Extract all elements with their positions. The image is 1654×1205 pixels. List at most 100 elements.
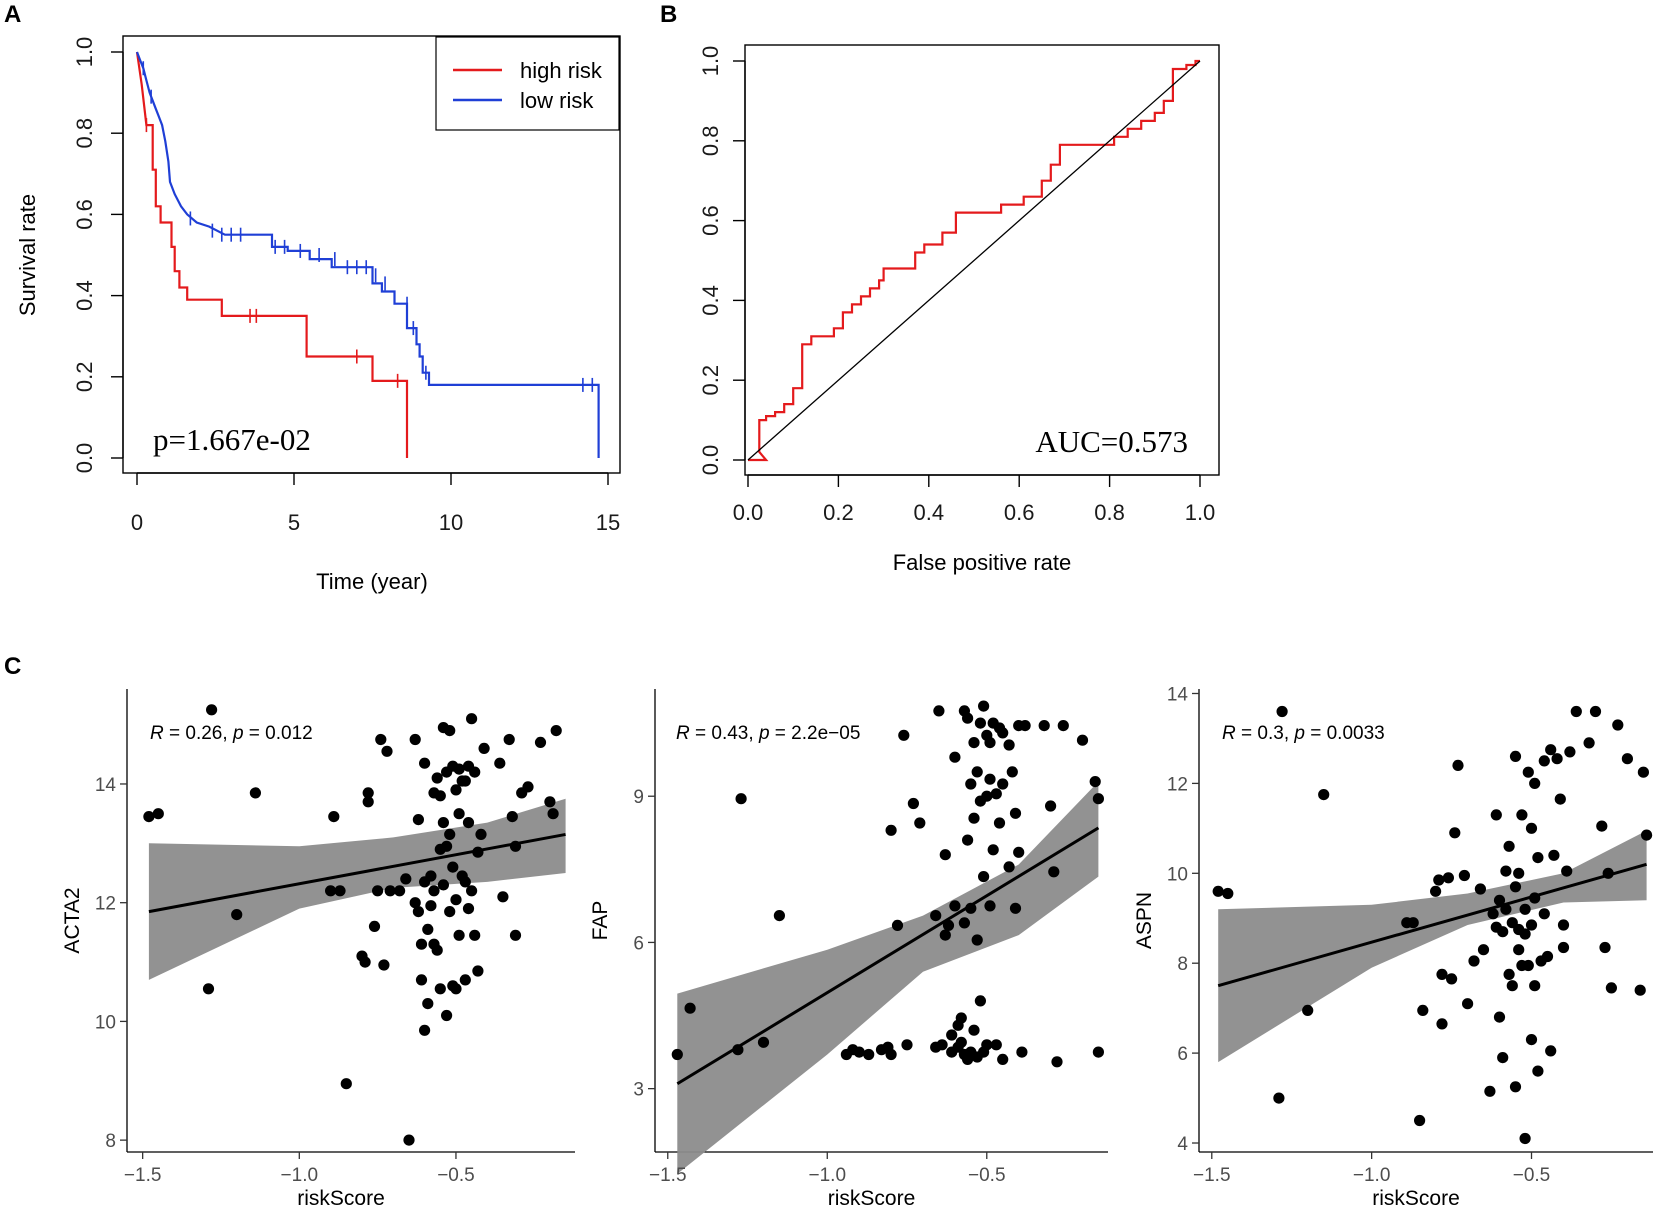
aspn-y-tick-label: 6 (1177, 1044, 1188, 1065)
panel-letter-c: C (4, 653, 21, 680)
fap-x-axis-title: riskScore (828, 1187, 916, 1205)
scatter-aspn: −1.5 −1.0 −0.5 4 6 8 10 12 14 riskScore ASPN R = 0.… (1133, 684, 1653, 1205)
aspn-data-point (1532, 852, 1544, 864)
aspn-data-point (1605, 982, 1617, 994)
acta2-data-point (362, 796, 374, 808)
km-y-tick-label: 0.0 (72, 443, 97, 474)
aspn-data-point (1407, 917, 1419, 929)
aspn-data-point (1414, 1114, 1426, 1127)
fap-data-point (1092, 793, 1104, 805)
acta2-data-point (328, 811, 340, 823)
aspn-data-point (1538, 755, 1550, 767)
aspn-data-point (1497, 926, 1509, 938)
acta2-data-point (412, 906, 424, 918)
aspn-data-point (1484, 1085, 1496, 1097)
aspn-data-point (1509, 750, 1522, 763)
acta2-data-point (231, 909, 243, 921)
roc-y-axis: 0.0 0.2 0.4 0.6 0.8 1.0 (698, 46, 746, 475)
fap-data-point (684, 1002, 696, 1014)
km-y-tick-label: 0.6 (72, 199, 97, 230)
fap-data-point (984, 773, 996, 785)
aspn-data-point (1477, 944, 1490, 956)
km-legend: high risk low risk (435, 36, 620, 131)
aspn-data-point (1503, 968, 1515, 981)
aspn-data-point (1541, 950, 1554, 963)
aspn-x-axis-title: riskScore (1372, 1187, 1460, 1205)
fap-data-point (968, 1024, 980, 1036)
aspn-data-point (1490, 809, 1502, 821)
acta2-data-point (462, 903, 475, 915)
acta2-data-point (478, 742, 490, 755)
fap-data-point (1003, 861, 1015, 873)
acta2-x-tick-label: −0.5 (437, 1165, 475, 1186)
acta2-data-point (434, 983, 446, 995)
aspn-data-point (1551, 753, 1563, 765)
aspn-data-point (1634, 984, 1646, 996)
fap-x-tick-label: −0.5 (968, 1165, 1006, 1186)
acta2-data-point (503, 733, 515, 746)
aspn-data-point (1612, 719, 1624, 731)
fap-data-point (1048, 866, 1060, 878)
roc-y-tick-label: 0.4 (698, 285, 723, 316)
aspn-data-point (1446, 973, 1458, 985)
roc-curve (748, 59, 1200, 462)
panel-letter-a: A (4, 1, 21, 28)
fap-data-point (936, 1039, 948, 1051)
fap-data-point (1019, 720, 1031, 732)
acta2-data-point (381, 745, 393, 757)
acta2-data-point (453, 763, 465, 775)
fap-data-point (1038, 720, 1050, 732)
fap-data-point (1092, 1046, 1104, 1058)
fap-y-tick-label: 9 (633, 787, 644, 808)
aspn-x-tick-label: −0.5 (1513, 1165, 1551, 1186)
acta2-data-point (431, 772, 443, 784)
acta2-data-point (428, 885, 440, 897)
aspn-data-point (1561, 865, 1573, 877)
fap-data-point (939, 929, 951, 941)
aspn-y-axis-title: ASPN (1133, 892, 1156, 949)
legend-label-low-risk: low risk (520, 88, 594, 113)
acta2-y-axis-title: ACTA2 (61, 887, 84, 953)
fap-data-point (1016, 1046, 1028, 1058)
acta2-data-point (419, 757, 431, 769)
fap-data-point (971, 934, 983, 946)
fap-data-point (984, 900, 996, 912)
km-x-axis-title: Time (year) (316, 569, 428, 594)
aspn-data-point (1522, 959, 1534, 972)
km-y-tick-label: 0.8 (72, 118, 97, 149)
aspn-correlation-stat: R = 0.3, p = 0.0033 (1222, 723, 1385, 744)
acta2-data-point (368, 920, 381, 933)
roc-plot-frame (744, 44, 1220, 476)
fap-data-point (907, 797, 920, 810)
fap-data-point (885, 824, 897, 836)
fap-data-point (885, 1048, 897, 1061)
aspn-data-point (1570, 705, 1582, 718)
acta2-data-point (444, 725, 456, 737)
scatter-acta2: −1.5 −1.0 −0.5 8 10 12 14 riskScore ACTA2 R = 0.2… (61, 689, 575, 1205)
fap-data-point (863, 1048, 875, 1061)
fap-confidence-band (677, 781, 1099, 1174)
fap-data-point (1003, 739, 1015, 751)
km-x-tick-label: 15 (596, 510, 620, 535)
fap-data-point (965, 778, 977, 790)
acta2-data-point (550, 725, 562, 737)
aspn-data-point (1462, 998, 1474, 1010)
aspn-y-tick-label: 12 (1167, 774, 1188, 795)
fap-data-point (1089, 776, 1101, 788)
roc-auc-value: AUC=0.573 (1035, 424, 1188, 459)
aspn-data-point (1519, 903, 1531, 915)
acta2-data-point (394, 885, 406, 897)
aspn-y-tick-label: 10 (1167, 864, 1188, 885)
acta2-data-point (415, 974, 428, 986)
km-y-axis-title: Survival rate (15, 194, 40, 316)
acta2-data-point (403, 1134, 415, 1146)
acta2-data-point (453, 929, 465, 941)
aspn-data-point (1433, 874, 1445, 886)
fap-data-point (853, 1046, 865, 1058)
acta2-data-point (422, 998, 434, 1010)
roc-y-tick-label: 0.6 (698, 205, 723, 236)
fap-data-point (1013, 846, 1025, 858)
aspn-data-point (1519, 928, 1531, 940)
aspn-data-point (1557, 941, 1570, 954)
